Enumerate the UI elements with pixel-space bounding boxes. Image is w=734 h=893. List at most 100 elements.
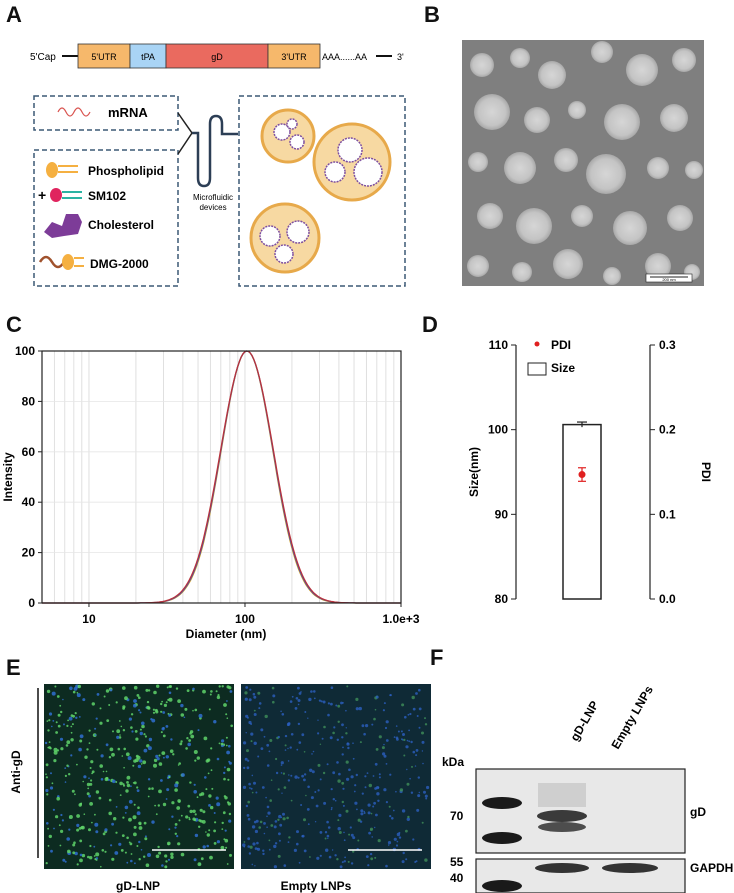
panel-e-fluorescence: Anti-gD gD-LNP Empty LNPs	[9, 684, 431, 893]
x-tick-label: 1.0e+3	[382, 612, 419, 626]
chart-d-y-ticks: 80 90 100 110	[488, 338, 516, 606]
lnp-particle-small	[260, 108, 316, 164]
ladder-band-40	[482, 880, 522, 892]
d-y-tick-label: 80	[495, 592, 509, 606]
chart-c-series	[42, 350, 401, 604]
gd-band-1	[537, 810, 587, 822]
utr3-segment	[267, 43, 321, 69]
caption-empty-lnp: Empty LNPs	[281, 879, 352, 893]
chart-d-legend-size-marker	[527, 362, 547, 376]
chart-d-size-pdi: 80 90 100 110 0.0 0.1 0.2 0.3 PDI Size Size(nm…	[467, 338, 713, 606]
tem-scale-text: 200 nm	[662, 277, 676, 282]
chart-d-legend-pdi: PDI	[551, 338, 571, 352]
chart-c-x-ticks: 10 100 1.0e+3	[82, 603, 420, 626]
panel-letter-d: D	[422, 312, 438, 337]
sm102-tail-icon	[62, 191, 82, 199]
chart-d-ylabel-right: PDI	[699, 462, 713, 482]
cholesterol-icon	[44, 214, 82, 238]
lipid-label-sm102: SM102	[88, 189, 126, 203]
lnp-particle-bottom	[249, 202, 321, 274]
dls-series-line	[42, 350, 401, 604]
tem-scale-box	[645, 273, 693, 283]
device-label-line1: Microfluidic	[193, 193, 233, 202]
lnp-box	[238, 95, 406, 287]
gd-smear	[538, 783, 586, 807]
ladder-band-55	[482, 832, 522, 844]
lane-label-gd-lnp: gD-LNP	[567, 698, 601, 743]
dls-series-line	[42, 350, 401, 604]
chart-d-marks	[562, 421, 602, 600]
dmg-icon	[62, 254, 74, 270]
panel-letter-f: F	[430, 645, 444, 670]
polya-label: AAA......AA	[322, 52, 367, 62]
chart-c-frame	[41, 350, 402, 604]
y-tick-label: 20	[22, 546, 36, 560]
panel-letter-a: A	[6, 2, 22, 27]
gd-band-2	[538, 822, 586, 832]
lane-label-empty-lnp: Empty LNPs	[608, 683, 656, 751]
tem-particles	[467, 41, 703, 285]
gd-lnp-image	[44, 684, 234, 869]
dmg-head-tail-icon	[74, 257, 84, 267]
lipid-label-phospholipid: Phospholipid	[88, 164, 164, 178]
ladder-band-70	[482, 797, 522, 809]
panel-letter-e: E	[6, 655, 21, 680]
mrna-box	[33, 95, 179, 131]
utr5-label: 5'UTR	[91, 52, 117, 62]
y-tick-label: 100	[15, 344, 35, 358]
chart-d-legend-size: Size	[551, 361, 575, 375]
chart-c-y-ticks: 0 20 40 60 80 100	[15, 344, 42, 610]
panel-a-schematic: 5'Cap 5'UTR tPA gD 3'UTR AAA......AA 3' …	[30, 43, 406, 287]
chart-c-grid	[42, 351, 402, 603]
chart-c-dls: 0 20 40 60 80 100 10 100 1.0e+3 Diameter (nm) I…	[1, 344, 420, 641]
gapdh-band-empty-lnp	[602, 863, 658, 873]
tpa-label: tPA	[141, 52, 155, 62]
phospholipid-icon	[46, 162, 58, 178]
d-y-tick-label: 100	[488, 423, 508, 437]
d-y-tick-label-right: 0.2	[659, 423, 676, 437]
y-tick-label: 40	[22, 495, 36, 509]
tpa-segment	[129, 43, 167, 69]
utr3-label: 3'UTR	[281, 52, 307, 62]
lipid-label-dmg: DMG-2000	[90, 257, 149, 271]
y-tick-label: 0	[28, 596, 35, 610]
gapdh-band-gd-lnp	[535, 863, 589, 873]
microfluidic-channel-icon	[192, 114, 238, 188]
label-gapdh: GAPDH	[690, 861, 733, 875]
kda-label: kDa	[442, 755, 464, 769]
mrna-icon	[57, 107, 91, 117]
marker-55: 55	[450, 855, 464, 869]
size-bar	[562, 423, 602, 600]
empty-lnp-cells	[242, 685, 430, 869]
sm102-icon	[50, 188, 62, 202]
phospholipid-tail-icon	[58, 165, 78, 173]
d-y-tick-label: 90	[495, 507, 509, 521]
tem-micrograph: 200 nm	[462, 40, 704, 286]
chart-d-y-ticks-right: 0.0 0.1 0.2 0.3	[650, 338, 676, 606]
anti-gd-label: Anti-gD	[9, 750, 23, 794]
three-prime-label: 3'	[397, 52, 404, 62]
chart-d-legend-pdi-marker	[534, 341, 540, 347]
marker-40: 40	[450, 871, 464, 885]
dmg-tail-icon	[38, 255, 66, 269]
y-tick-label: 80	[22, 394, 36, 408]
lnp-particle-large	[312, 122, 392, 202]
gd-lnp-cells	[44, 684, 233, 869]
pdi-point	[578, 471, 586, 479]
d-y-tick-label-right: 0.3	[659, 338, 676, 352]
x-tick-label: 100	[235, 612, 255, 626]
d-y-tick-label-right: 0.1	[659, 507, 676, 521]
marker-70: 70	[450, 809, 464, 823]
x-tick-label: 10	[82, 612, 96, 626]
mrna-label: mRNA	[108, 105, 148, 120]
d-y-tick-label-right: 0.0	[659, 592, 676, 606]
gd-label: gD	[211, 52, 223, 62]
cap-label: 5'Cap	[30, 52, 56, 63]
d-y-tick-label: 110	[489, 338, 509, 352]
caption-gd-lnp: gD-LNP	[116, 879, 160, 893]
utr5-segment	[77, 43, 131, 69]
chart-c-ylabel: Intensity	[1, 452, 15, 502]
panel-letter-c: C	[6, 312, 22, 337]
lipid-box	[33, 149, 179, 287]
lipid-label-cholesterol: Cholesterol	[88, 218, 154, 232]
